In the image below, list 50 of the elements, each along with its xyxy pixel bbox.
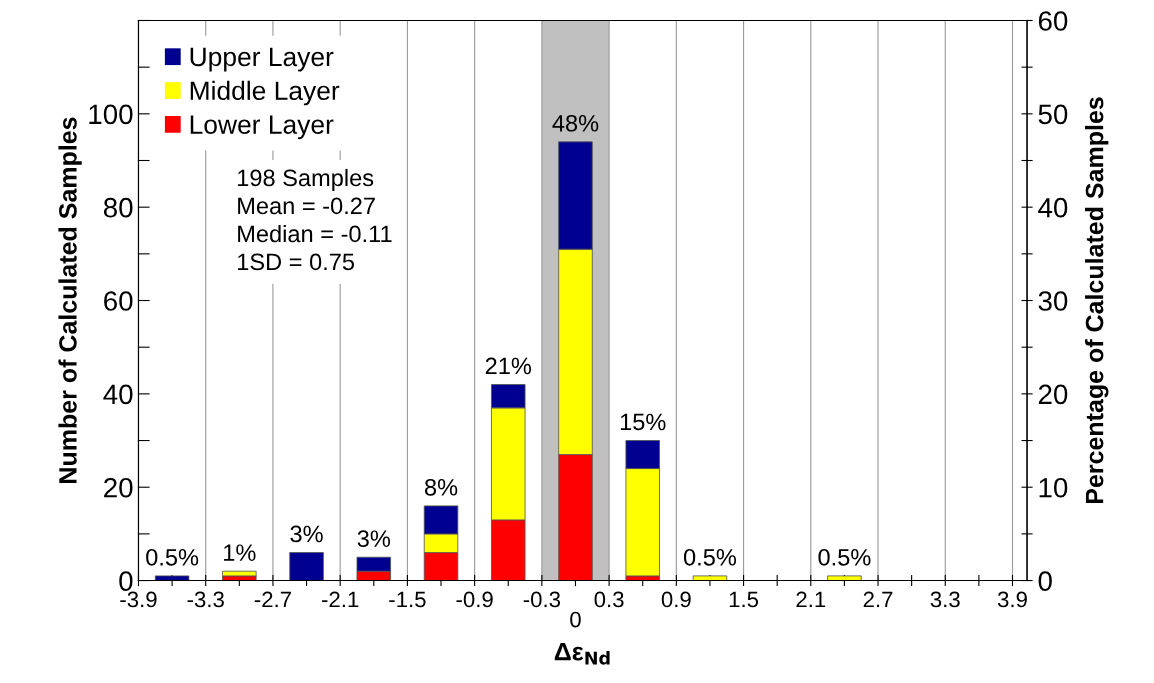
x-tick-label: -1.5 [389, 591, 426, 608]
annotation: 15% [620, 413, 666, 431]
x-tick-label: 2.7 [863, 591, 893, 608]
y-tick-label: 40 [103, 384, 133, 405]
x-tick-label: -0.9 [456, 591, 493, 608]
x-axis-title: Δε$_{Nd}$ [554, 643, 610, 665]
text: 0 [570, 611, 581, 628]
x-tick-label: -2.1 [322, 591, 359, 608]
bar [827, 575, 862, 581]
annotation: 21% [485, 357, 532, 375]
legend-label: Upper Layer [190, 47, 334, 72]
bar [222, 570, 257, 577]
x-tick-label: 1.5 [729, 591, 759, 608]
annotation: 8% [424, 478, 458, 496]
bar [692, 575, 728, 581]
y-tick-label: 80 [103, 197, 133, 218]
annotation: 48% [552, 114, 599, 132]
y-tick-label: 100 [89, 104, 133, 125]
y2-tick-label: 10 [1039, 477, 1068, 498]
legend-label: Middle Layer [190, 80, 340, 106]
bar [154, 575, 190, 581]
y2-tick-label: 30 [1038, 291, 1068, 311]
annotation: 1% [224, 544, 256, 561]
x-tick-label: 0.9 [661, 591, 691, 608]
x-tick-label: -2.7 [254, 591, 291, 608]
legend-label: Lower Layer [190, 115, 334, 140]
annotation: 198 Samples Mean = -0.27 Median = -0.11 1SD = 0.75 [238, 168, 392, 271]
y2-tick-label: 0 [1038, 571, 1052, 591]
y2-tick-label: 50 [1038, 104, 1068, 125]
annotation: 0.5% [146, 548, 199, 566]
annotation: 0.5% [683, 548, 737, 566]
x-tick-label: -3.3 [187, 591, 224, 608]
annotation: 3% [290, 525, 323, 543]
x-tick-label: -0.3 [523, 591, 561, 608]
y-tick-label: 60 [104, 291, 133, 311]
x-tick-label: -3.9 [120, 591, 157, 608]
y2-tick-label: 40 [1038, 197, 1068, 218]
x-tick-label: 3.3 [930, 591, 960, 608]
y-tick-label: 0 [119, 571, 133, 591]
x-tick-label: 3.9 [997, 591, 1027, 608]
y2-tick-label: 60 [1038, 11, 1068, 31]
y-axis-title: Number of Calculated Samples [58, 117, 82, 483]
annotation: 3% [357, 530, 391, 547]
bar [289, 552, 324, 581]
y2-tick-label: 20 [1038, 384, 1068, 405]
x-tick-label: 2.1 [796, 591, 826, 608]
y2-axis-title: Percentage of Calculated Samples [1085, 97, 1109, 504]
annotation: 0.5% [818, 548, 871, 566]
x-tick-label: 0.3 [594, 591, 624, 608]
y-tick-label: 20 [104, 477, 133, 498]
